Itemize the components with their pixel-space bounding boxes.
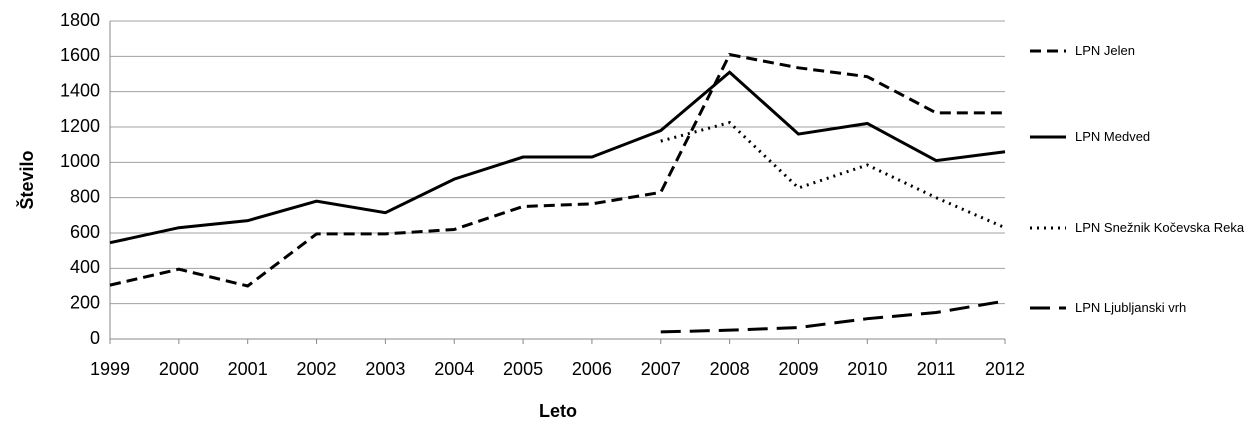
y-tick-label: 200 — [70, 292, 100, 312]
x-tick-label: 2008 — [710, 359, 750, 379]
x-tick-label: 2005 — [503, 359, 543, 379]
x-tick-label: 2003 — [365, 359, 405, 379]
x-tick-label: 2002 — [297, 359, 337, 379]
y-tick-label: 0 — [90, 328, 100, 348]
x-tick-label: 2004 — [434, 359, 474, 379]
data-line — [109, 52, 1005, 288]
x-tick-label: 2012 — [985, 359, 1025, 379]
data-line — [109, 70, 1006, 245]
x-tick-label: 2001 — [228, 359, 268, 379]
y-tick-label: 1800 — [60, 10, 100, 30]
y-tick-label: 1200 — [60, 116, 100, 136]
legend-label: LPN Medved — [1075, 129, 1151, 144]
y-tick-label: 1600 — [60, 45, 100, 65]
y-tick-label: 600 — [70, 222, 100, 242]
x-tick-label: 2000 — [159, 359, 199, 379]
data-line — [660, 299, 1006, 334]
x-tick-label: 2010 — [847, 359, 887, 379]
legend-label: LPN Ljubljanski vrh — [1075, 300, 1187, 315]
y-axis-label: Število — [16, 150, 37, 209]
x-axis-label: Leto — [539, 401, 577, 421]
y-tick-label: 1000 — [60, 151, 100, 171]
y-tick-label: 400 — [70, 257, 100, 277]
y-tick-label: 1400 — [60, 80, 100, 100]
x-tick-label: 2006 — [572, 359, 612, 379]
legend-label: LPN Snežnik Kočevska Reka — [1075, 220, 1245, 235]
legend-label: LPN Jelen — [1075, 43, 1135, 58]
data-line — [660, 120, 1006, 230]
x-tick-label: 1999 — [90, 359, 130, 379]
y-tick-label: 800 — [70, 186, 100, 206]
x-tick-label: 2007 — [641, 359, 681, 379]
x-tick-label: 2009 — [778, 359, 818, 379]
x-tick-label: 2011 — [917, 359, 956, 379]
